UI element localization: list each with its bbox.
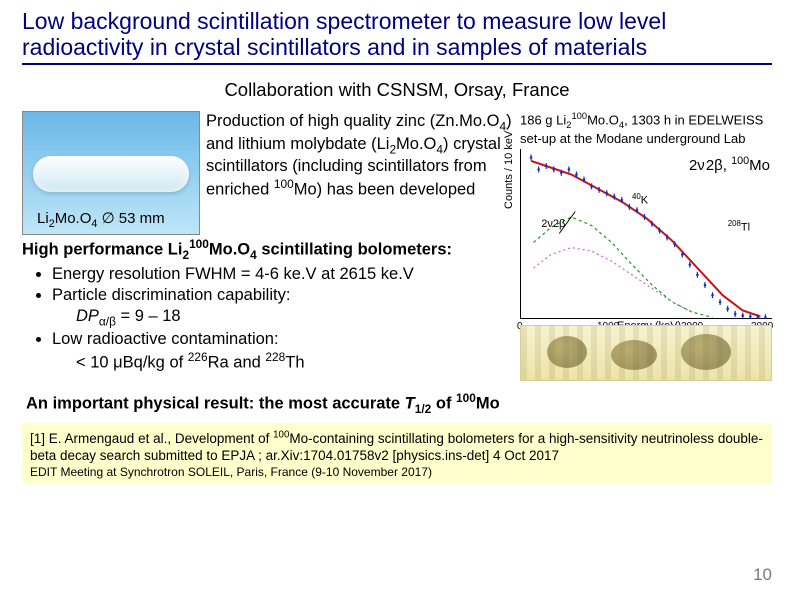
photo-and-text-row: Li2Mo.O4 ∅ 53 mm Production of high qual… (22, 111, 512, 235)
crystal-cylinder (33, 156, 189, 192)
spectrum-caption: 186 g Li2100Mo.O4, 1303 h in EDELWEISS s… (520, 111, 772, 147)
collaboration-line: Collaboration with CSNSM, Orsay, France (22, 79, 772, 101)
reference-text: [1] E. Armengaud et al., Development of … (30, 431, 763, 463)
slide-root: Low background scintillation spectromete… (0, 0, 794, 483)
spectrum-ylabel: Counts / 10 keV (503, 130, 515, 208)
background-panel-image (520, 325, 772, 381)
bullet-3: Low radioactive contamination: (52, 329, 512, 350)
bullet-list: Energy resolution FWHM = 4-6 ke.V at 261… (22, 264, 512, 374)
spectrum-svg: 2ν2β40K208Tl (521, 149, 773, 319)
left-column: Li2Mo.O4 ∅ 53 mm Production of high qual… (22, 111, 512, 381)
right-column: 186 g Li2100Mo.O4, 1303 h in EDELWEISS s… (520, 111, 772, 381)
high-performance-line: High performance Li2100Mo.O4 scintillati… (22, 237, 512, 262)
spectrum-plot: 2ν2β40K208Tl 2ν 2β, 100Mo Counts / 10 ke… (520, 149, 772, 319)
main-columns: Li2Mo.O4 ∅ 53 mm Production of high qual… (22, 111, 772, 381)
crystal-caption: Li2Mo.O4 ∅ 53 mm (37, 209, 165, 230)
reference-box: [1] E. Armengaud et al., Development of … (22, 423, 772, 482)
production-text: Production of high quality zinc (Zn.Mo.O… (206, 111, 512, 235)
bullet-1: Energy resolution FWHM = 4-6 ke.V at 261… (52, 264, 512, 285)
bullet-2: Particle discrimination capability: (52, 285, 512, 306)
spectrum-annotation: 2ν 2β, 100Mo (689, 155, 770, 174)
crystal-photo: Li2Mo.O4 ∅ 53 mm (22, 111, 200, 235)
slide-title: Low background scintillation spectromete… (22, 8, 772, 65)
footer-line: EDIT Meeting at Synchrotron SOLEIL, Pari… (30, 465, 764, 480)
bullet-3-sub: < 10 μBq/kg of 226Ra and 228Th (76, 350, 512, 374)
bullet-2-sub: DPα/β = 9 – 18 (76, 306, 512, 329)
page-number: 10 (753, 565, 772, 585)
result-line: An important physical result: the most a… (26, 391, 772, 416)
